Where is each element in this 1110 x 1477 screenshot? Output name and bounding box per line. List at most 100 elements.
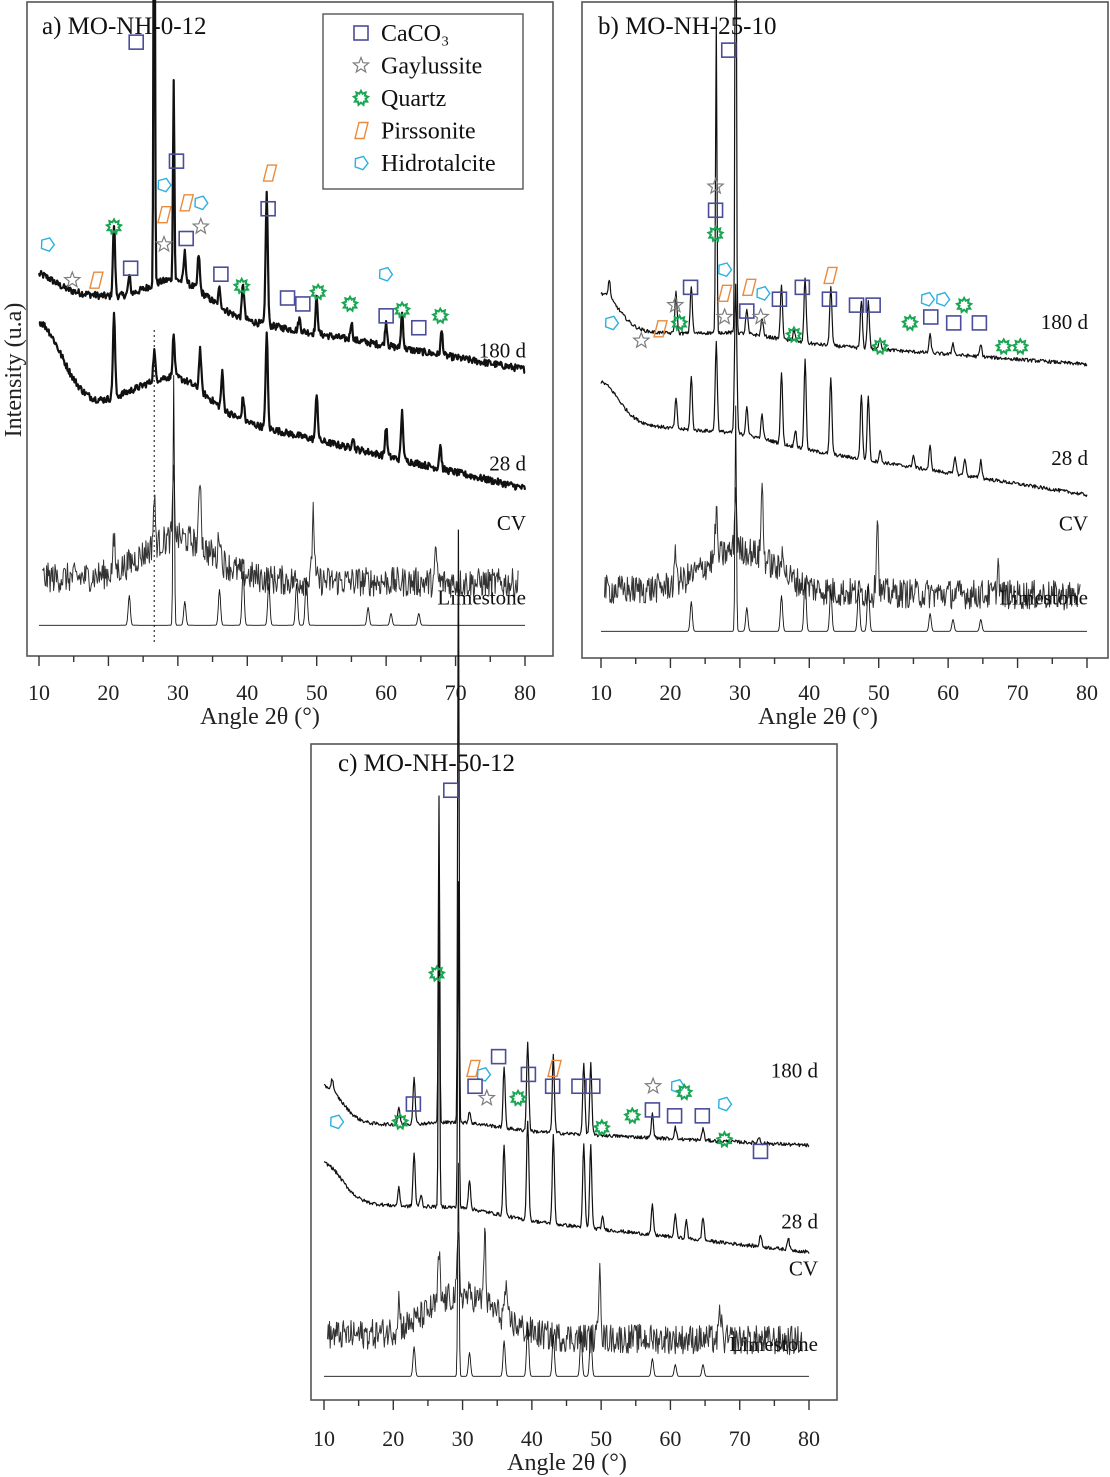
marker-parallelogram-icon: [653, 320, 668, 338]
marker-quartz-star-icon: [784, 325, 804, 344]
legend-star-icon: [351, 55, 371, 74]
series-label: Limestone: [729, 1332, 818, 1356]
marker-pentagon-icon: [920, 291, 936, 307]
marker-star-icon: [715, 307, 734, 325]
legend-quartz-star-icon: [351, 88, 371, 107]
marker-quartz-star-icon: [900, 313, 920, 332]
series-cv: [604, 482, 1081, 611]
marker-pentagon-icon: [718, 262, 733, 278]
legend: CaCO₃ Gaylussite Quartz Pirssonite Hidrotalc…: [322, 13, 524, 190]
marker-star-icon: [751, 307, 770, 325]
x-tick-label: 40: [236, 680, 258, 705]
marker-parallelogram-icon: [179, 194, 195, 212]
marker-parallelogram-icon: [466, 1059, 481, 1078]
series-limestone: [324, 1162, 809, 1377]
marker-pentagon-icon: [378, 266, 394, 282]
series-label: 180 d: [479, 339, 527, 363]
marker-square-icon: [771, 291, 788, 308]
marker-quartz-star-icon: [623, 1106, 642, 1125]
marker-quartz-star-icon: [431, 306, 450, 325]
marker-parallelogram-icon: [89, 271, 104, 289]
marker-star-icon: [643, 1076, 663, 1095]
marker-quartz-star-icon: [427, 964, 447, 983]
marker-star-icon: [477, 1088, 496, 1106]
marker-parallelogram-icon: [547, 1059, 562, 1078]
series-label: CV: [789, 1257, 818, 1281]
marker-square-icon: [571, 1078, 587, 1095]
marker-star-icon: [706, 176, 725, 195]
marker-quartz-star-icon: [870, 337, 890, 356]
marker-pentagon-icon: [194, 195, 209, 211]
marker-star-icon: [632, 331, 651, 349]
marker-square-icon: [213, 266, 229, 283]
marker-square-icon: [128, 34, 144, 50]
marker-quartz-star-icon: [104, 217, 124, 236]
marker-star-icon: [666, 295, 685, 313]
marker-square-icon: [848, 297, 865, 313]
marker-parallelogram-icon: [157, 205, 172, 224]
marker-star-icon: [191, 216, 210, 235]
marker-square-icon: [752, 1143, 769, 1160]
series-180-d: [323, 529, 810, 1148]
x-tick-label: 40: [521, 1426, 543, 1451]
x-tick-label: 10: [313, 1426, 335, 1451]
marker-square-icon: [794, 279, 811, 296]
marker-quartz-star-icon: [232, 276, 251, 295]
legend-label: Hidrotalcite: [381, 151, 496, 177]
marker-star-icon: [63, 270, 82, 288]
x-tick-label: 80: [514, 680, 536, 705]
legend-label: Pirssonite: [381, 119, 476, 145]
marker-quartz-star-icon: [592, 1118, 611, 1137]
series-28-d: [600, 283, 1088, 497]
x-tick-label: 80: [798, 1426, 820, 1451]
marker-square-icon: [490, 1048, 507, 1065]
legend-label: Quartz: [381, 86, 446, 112]
marker-quartz-star-icon: [954, 295, 974, 314]
marker-pentagon-icon: [936, 291, 951, 307]
marker-square-icon: [821, 291, 838, 308]
marker-square-icon: [720, 42, 737, 58]
marker-pentagon-icon: [157, 177, 172, 193]
panel-a-frame: [26, 1, 554, 657]
marker-square-icon: [260, 200, 276, 217]
panel-a-title: a) MO-NH-0-12: [42, 13, 207, 40]
marker-parallelogram-icon: [823, 266, 839, 285]
x-tick-label: 50: [306, 680, 328, 705]
x-tick-label: 60: [659, 1426, 681, 1451]
marker-square-icon: [295, 296, 311, 312]
series-limestone: [39, 374, 525, 626]
marker-star-icon: [154, 234, 174, 253]
series-label: 28 d: [1051, 446, 1088, 470]
marker-square-icon: [520, 1066, 537, 1083]
marker-square-icon: [666, 1108, 683, 1124]
x-tick-label: 30: [729, 680, 751, 705]
legend-parallelogram-icon: [354, 121, 369, 140]
legend-square-icon: [353, 25, 369, 41]
series-label: CV: [1059, 511, 1088, 535]
marker-quartz-star-icon: [340, 294, 360, 313]
marker-square-icon: [707, 202, 724, 219]
legend-label: CaCO₃: [381, 21, 449, 47]
x-tick-label: 10: [28, 680, 50, 705]
panel-b-title: b) MO-NH-25-10: [598, 13, 776, 40]
marker-square-icon: [694, 1108, 711, 1124]
marker-parallelogram-icon: [741, 278, 757, 297]
series-180-d: [600, 0, 1088, 367]
y-axis-label: Intensity (u.a): [1, 303, 27, 438]
marker-quartz-star-icon: [675, 1082, 694, 1101]
marker-parallelogram-icon: [262, 164, 278, 182]
marker-square-icon: [682, 279, 699, 296]
series-28-d: [323, 881, 810, 1254]
panel-c-title: c) MO-NH-50-12: [338, 750, 515, 777]
marker-pentagon-icon: [40, 237, 56, 253]
series-label: Limestone: [437, 585, 526, 609]
marker-square-icon: [738, 303, 755, 319]
x-tick-label: 10: [590, 680, 612, 705]
marker-square-icon: [945, 315, 962, 331]
x-tick-label: 20: [659, 680, 681, 705]
marker-square-icon: [178, 230, 194, 247]
marker-square-icon: [168, 153, 185, 169]
panel-b-xlabel: Angle 2θ (°): [758, 704, 878, 730]
series-label: Limestone: [999, 586, 1088, 610]
